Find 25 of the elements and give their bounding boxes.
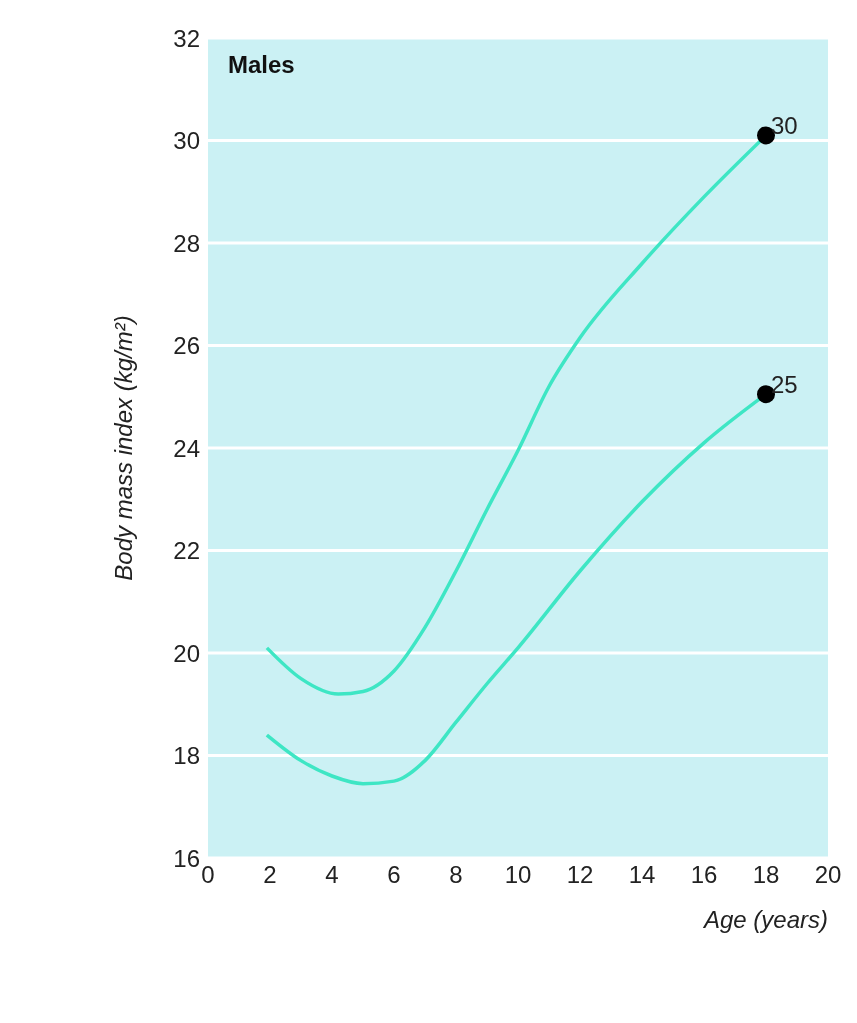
y-axis-title: Body mass index (kg/m²): [109, 315, 137, 581]
y-tick-label: 16: [173, 844, 200, 872]
x-tick-label: 20: [814, 861, 842, 889]
x-tick-label: 8: [449, 861, 463, 889]
annotation: 30: [771, 112, 798, 140]
x-tick-label: 0: [201, 861, 215, 889]
y-tick-label: 30: [173, 127, 200, 155]
y-tick-label: 32: [173, 24, 200, 52]
x-tick-label: 16: [690, 861, 718, 889]
y-tick-label: 24: [173, 434, 200, 462]
y-tick-label: 20: [173, 639, 200, 667]
x-tick-label: 18: [752, 861, 780, 889]
x-axis-title: Age (years): [701, 906, 828, 933]
x-tick-label: 14: [628, 861, 656, 889]
y-tick-label: 22: [173, 537, 200, 565]
x-tick-label: 4: [325, 861, 339, 889]
y-tick-label: 28: [173, 229, 200, 257]
annotation: 25: [771, 371, 798, 399]
text: Males: [228, 51, 295, 78]
y-tick-label: 18: [173, 742, 200, 770]
x-tick-label: 6: [387, 861, 401, 889]
x-tick-label: 12: [566, 861, 594, 889]
x-tick-label: 2: [263, 861, 277, 889]
x-tick-label: 10: [504, 861, 532, 889]
y-tick-label: 26: [173, 332, 200, 360]
